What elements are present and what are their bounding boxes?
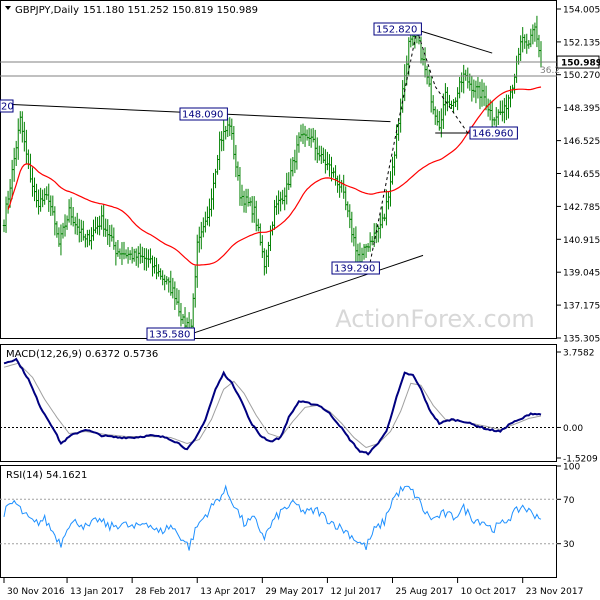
rsi-title: RSI(14) 54.1621 <box>6 470 87 481</box>
swing-low-label: 139.290 <box>334 264 375 275</box>
price-panel: ActionForex.com 154.005 152.135 150.270 148… <box>0 0 600 345</box>
ohlc-readout: 151.180 151.252 150.819 150.989 <box>83 5 258 16</box>
bottom-label-box <box>146 327 195 341</box>
high-label-box <box>373 22 422 36</box>
time-tick-label: 28 Feb 2017 <box>135 587 191 597</box>
rsi-panel: 100 70 30 RSI(14) 54.1621 <box>0 463 580 578</box>
macd-tick-label: 3.7582 <box>563 349 595 359</box>
symbol-marker-icon <box>5 6 11 10</box>
low-label: 146.960 <box>472 129 513 140</box>
high-label: 152.820 <box>376 25 417 36</box>
current-price-box <box>556 55 600 69</box>
price-axis: 154.005 152.135 150.270 148.395 146.525 144.6… <box>540 6 600 345</box>
macd-tick-label: 0.00 <box>563 424 583 434</box>
upper-channel-line <box>416 29 493 54</box>
resistance-label: 148.090 <box>182 110 223 121</box>
time-tick-label: 23 Nov 2017 <box>526 587 584 597</box>
price-tick-label: 144.655 <box>563 170 600 180</box>
macd-title: MACD(12,26,9) 0.6372 0.5736 <box>6 349 158 360</box>
macd-line <box>3 357 542 456</box>
price-tick-label: 137.175 <box>563 302 600 312</box>
rsi-line <box>3 484 542 551</box>
macd-lines <box>0 357 557 456</box>
macd-axis: 3.7582 0.00 -1.5209 <box>557 349 598 465</box>
price-tick-label: 154.005 <box>563 6 600 16</box>
rsi-axis: 100 70 30 <box>557 463 580 550</box>
symbol-name: GBPJPY,Daily <box>15 5 79 16</box>
price-ma <box>7 86 542 266</box>
price-trendlines <box>0 29 557 336</box>
time-tick-label: 13 Jan 2017 <box>70 587 124 597</box>
macd-panel: 3.7582 0.00 -1.5209 MACD(12,26,9) 0.6372 0… <box>0 344 598 465</box>
rsi-tick-label: 30 <box>563 540 575 550</box>
price-tick-label: 140.915 <box>563 236 600 246</box>
price-candles <box>2 15 543 338</box>
price-tick-label: 139.045 <box>563 269 600 279</box>
resistance-label-box <box>179 107 228 121</box>
macd-tick-label: -1.5209 <box>563 455 598 465</box>
projection-dashed-line <box>416 29 436 87</box>
horizontal-level-label: 36.2 <box>540 66 560 76</box>
low-label-box <box>469 126 518 140</box>
current-price-label: 150.989 <box>561 59 600 69</box>
rsi-tick-label: 70 <box>563 496 575 506</box>
price-tick-label: 146.525 <box>563 137 600 147</box>
time-axis: 30 Nov 2016 13 Jan 2017 28 Feb 2017 13 Apr … <box>3 578 584 597</box>
rsi-tick-label: 100 <box>563 463 580 473</box>
price-tick-label: 152.135 <box>563 38 600 48</box>
price-tick-label: 150.270 <box>563 71 600 81</box>
time-tick-label: 10 Oct 2017 <box>461 587 517 597</box>
price-tick-label: 135.305 <box>563 335 600 345</box>
bottom-label: 135.580 <box>149 330 190 341</box>
price-tick-label: 142.785 <box>563 203 600 213</box>
time-tick-label: 13 Apr 2017 <box>200 587 256 597</box>
swing-low-label-box <box>331 261 380 275</box>
side-label-box <box>0 99 14 113</box>
side-label: 20 <box>1 102 14 113</box>
time-tick-label: 29 May 2017 <box>265 587 324 597</box>
time-tick-label: 30 Nov 2016 <box>7 587 65 597</box>
time-tick-label: 25 Aug 2017 <box>396 587 454 597</box>
support-trendline <box>188 254 424 336</box>
price-watermark: ActionForex.com <box>335 305 535 333</box>
price-annotations: 152.820 148.090 146.960 139.290 135.580 20 <box>0 22 518 341</box>
rsi-lines <box>0 484 557 551</box>
moving-average-line <box>7 86 542 266</box>
price-tick-label: 148.395 <box>563 104 600 114</box>
time-tick-label: 12 Jul 2017 <box>330 587 381 597</box>
